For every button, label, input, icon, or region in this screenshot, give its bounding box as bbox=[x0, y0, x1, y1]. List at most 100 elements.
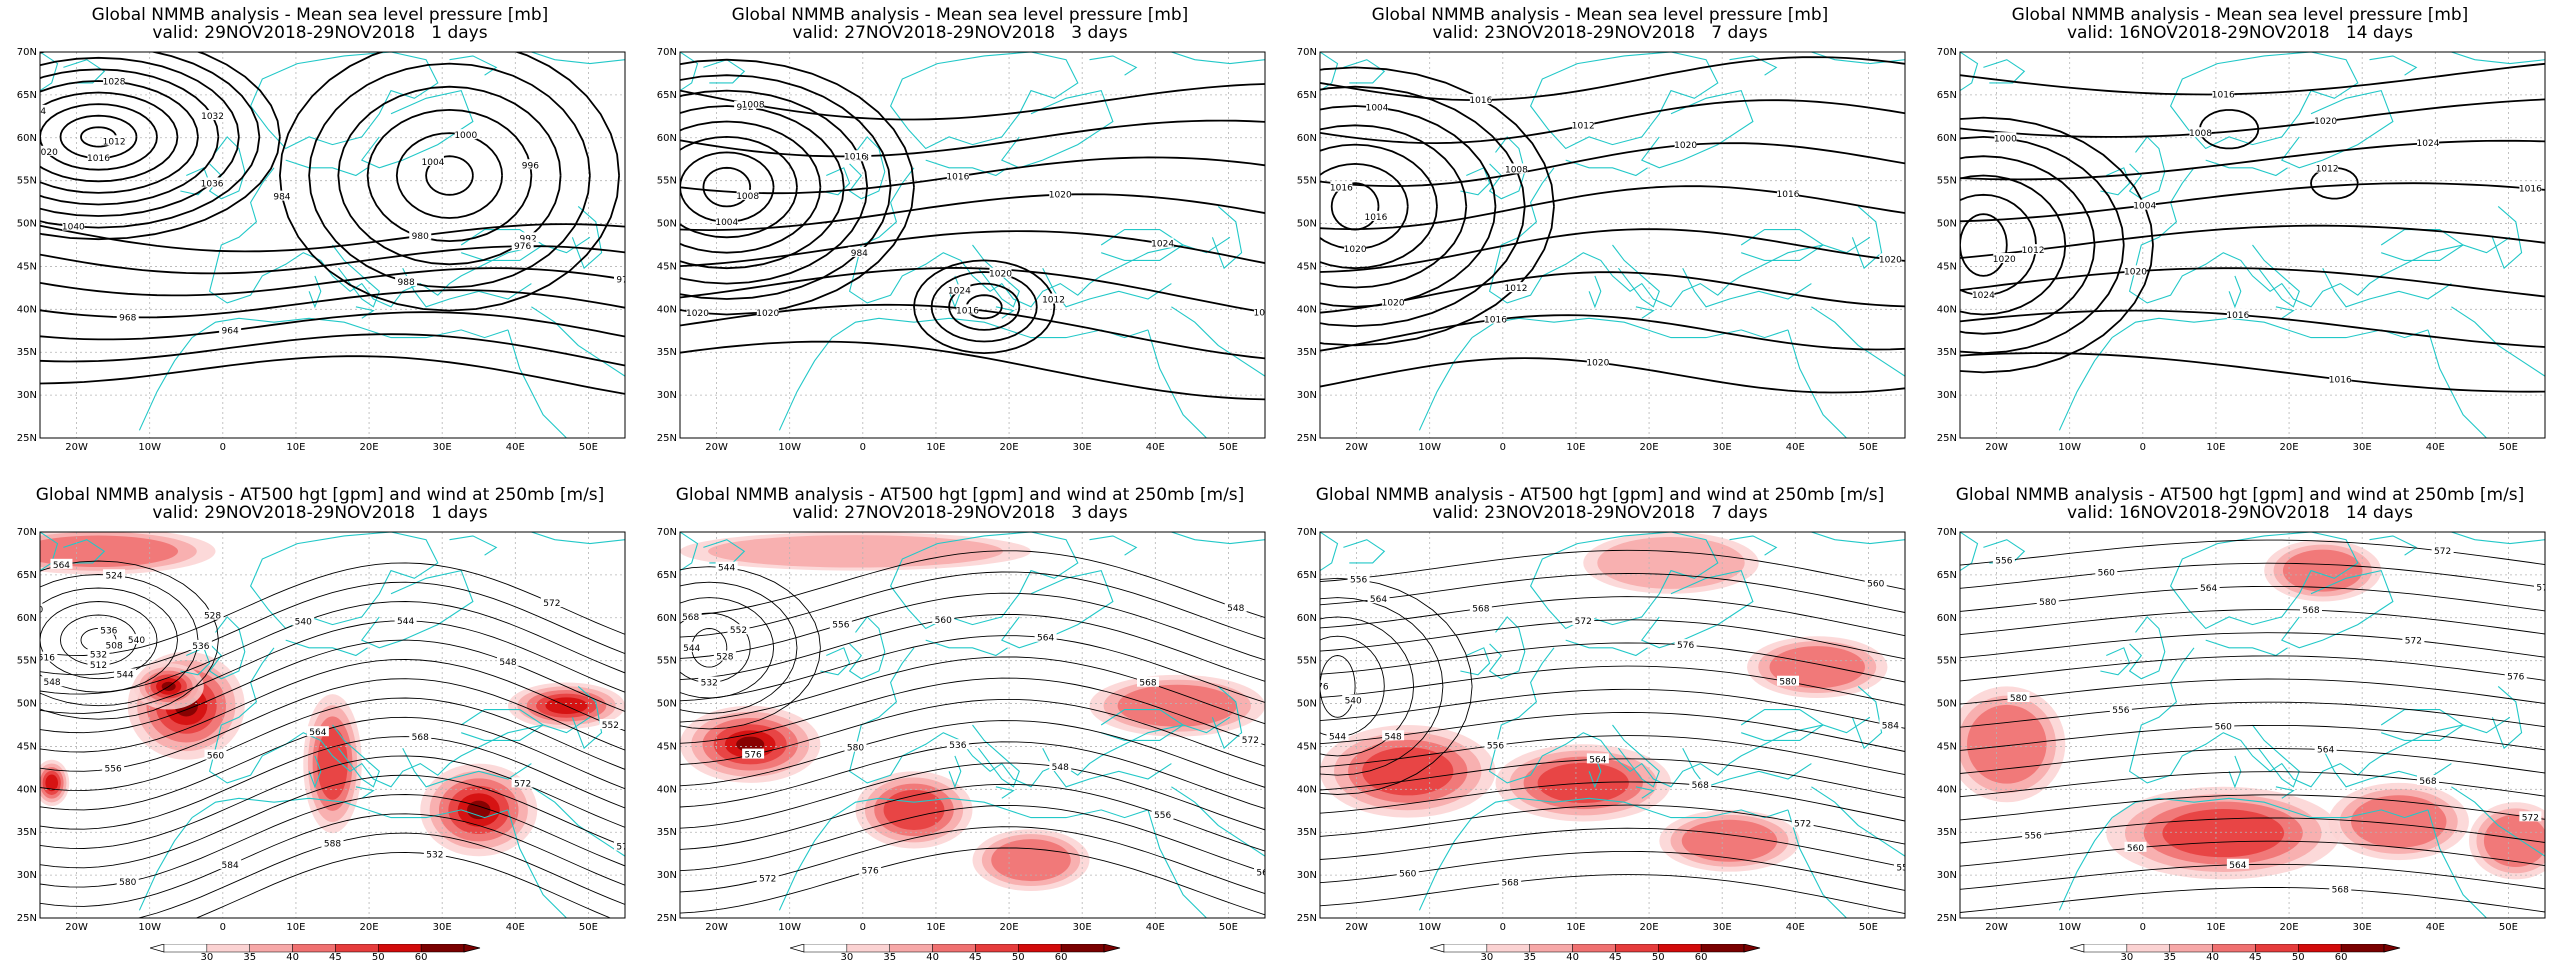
lat-tick-label: 60N bbox=[1937, 613, 1957, 624]
lat-tick-label: 30N bbox=[1937, 870, 1957, 881]
wind-speed-area bbox=[2282, 549, 2363, 592]
contour-label: 572 bbox=[2522, 813, 2539, 823]
contours bbox=[1960, 62, 2545, 393]
colorbar-label: 35 bbox=[1523, 952, 1536, 960]
lat-tick-label: 65N bbox=[1937, 570, 1957, 581]
lat-tick-label: 45N bbox=[1297, 741, 1317, 752]
contour-label: 568 bbox=[1502, 879, 1519, 889]
contour-label: 572 bbox=[543, 599, 560, 609]
lat-tick-label: 40N bbox=[1297, 784, 1317, 795]
contour-label: 536 bbox=[643, 667, 660, 677]
contour-label: 532 bbox=[90, 651, 107, 661]
contour-label: 560 bbox=[207, 752, 224, 762]
lat-tick-label: 35N bbox=[657, 347, 677, 358]
lon-tick-label: 20E bbox=[2280, 442, 2299, 453]
contour-label: 580 bbox=[1779, 678, 1796, 688]
lon-tick-label: 0 bbox=[1500, 922, 1506, 933]
colorbar-swatch bbox=[1572, 944, 1616, 953]
colorbar-label: 50 bbox=[1012, 952, 1025, 960]
contours bbox=[40, 52, 625, 395]
lat-tick-label: 50N bbox=[1297, 219, 1317, 230]
colorbar-swatch bbox=[803, 944, 848, 953]
lat-tick-label: 60N bbox=[657, 613, 677, 624]
colorbar-swatch bbox=[335, 944, 379, 953]
colorbar-swatch bbox=[2126, 944, 2170, 953]
colorbar-label: 60 bbox=[1695, 952, 1708, 960]
lon-tick-label: 10E bbox=[2206, 922, 2225, 933]
lat-tick-label: 50N bbox=[657, 699, 677, 710]
contour-label: 584 bbox=[222, 861, 239, 871]
lon-tick-label: 50E bbox=[2499, 922, 2518, 933]
colorbar-label: 60 bbox=[2335, 952, 2348, 960]
contour-label: 1024 bbox=[23, 107, 46, 117]
lon-tick-label: 50E bbox=[579, 922, 598, 933]
panel-subtitle: valid: 27NOV2018-29NOV2018 3 days bbox=[792, 23, 1128, 43]
colorbar-label: 50 bbox=[2292, 952, 2305, 960]
contour-label: 548 bbox=[1385, 732, 1402, 742]
lat-tick-label: 25N bbox=[1937, 913, 1957, 924]
lat-tick-label: 35N bbox=[657, 827, 677, 838]
lon-tick-label: 20W bbox=[65, 922, 88, 933]
contours bbox=[40, 560, 625, 918]
colorbar-label: 45 bbox=[969, 952, 982, 960]
contour-label: 1012 bbox=[2022, 246, 2045, 256]
lat-tick-label: 40N bbox=[17, 304, 37, 315]
contour-label: 984 bbox=[273, 193, 290, 203]
lat-tick-label: 65N bbox=[17, 570, 37, 581]
contour-label: 560 bbox=[2098, 569, 2115, 579]
contour-label: 528 bbox=[716, 653, 733, 663]
lon-tick-label: 30E bbox=[433, 922, 452, 933]
coastlines bbox=[40, 52, 625, 438]
contour-label: 564 bbox=[2317, 746, 2334, 756]
lon-tick-label: 10W bbox=[1418, 442, 1441, 453]
contour-label: 1016 bbox=[1777, 190, 1800, 200]
lat-tick-label: 55N bbox=[1937, 176, 1957, 187]
contour-label: 1020 bbox=[2124, 267, 2147, 277]
contour-label: 564 bbox=[1589, 755, 1606, 765]
lat-tick-label: 45N bbox=[1297, 261, 1317, 272]
contour-label: 1016 bbox=[1254, 308, 1277, 318]
contour-label: 976 bbox=[514, 242, 531, 252]
lat-tick-label: 45N bbox=[657, 261, 677, 272]
contour-label: 544 bbox=[718, 564, 735, 574]
colorbar-label: 35 bbox=[2163, 952, 2176, 960]
contour-label: 1012 bbox=[1572, 122, 1595, 132]
lon-tick-label: 30E bbox=[1713, 442, 1732, 453]
contour-label: 548 bbox=[1052, 763, 1069, 773]
colorbar-label: 40 bbox=[926, 952, 939, 960]
lon-tick-label: 40E bbox=[506, 922, 525, 933]
contour-label: 536 bbox=[192, 642, 209, 652]
map-panel: Global NMMB analysis - Mean sea level pr… bbox=[0, 0, 640, 480]
colorbar-swatch bbox=[1658, 944, 1702, 953]
lon-tick-label: 10E bbox=[286, 442, 305, 453]
panel-title: Global NMMB analysis - Mean sea level pr… bbox=[2011, 5, 2469, 25]
lat-tick-label: 70N bbox=[1297, 47, 1317, 58]
contour-label: 996 bbox=[642, 145, 659, 155]
contour-label: 556 bbox=[832, 621, 849, 631]
lon-tick-label: 30E bbox=[1073, 442, 1092, 453]
wind-colorbar: 30 35 40 45 50 60 bbox=[790, 944, 1121, 960]
lon-tick-label: 20E bbox=[1000, 922, 1019, 933]
contour-label: 1020 bbox=[756, 309, 779, 319]
map-canvas: 1020102410281028100010041008101210161020… bbox=[1937, 47, 2546, 453]
lat-tick-label: 50N bbox=[1297, 699, 1317, 710]
panel-title: Global NMMB analysis - Mean sea level pr… bbox=[731, 5, 1189, 25]
contour-label: 1012 bbox=[2316, 165, 2339, 175]
contour-label: 1012 bbox=[1042, 296, 1065, 306]
contour-label: 1016 bbox=[2212, 90, 2235, 100]
contour-label: 520 bbox=[26, 605, 43, 615]
lat-tick-label: 55N bbox=[1297, 656, 1317, 667]
lat-tick-label: 60N bbox=[1937, 133, 1957, 144]
lat-tick-label: 55N bbox=[17, 176, 37, 187]
colorbar-swatch bbox=[163, 944, 208, 953]
lon-tick-label: 40E bbox=[1146, 442, 1165, 453]
lat-tick-label: 45N bbox=[17, 741, 37, 752]
contour-label: 1000 bbox=[653, 206, 676, 216]
wind-speed-area bbox=[1681, 819, 1778, 862]
coastlines bbox=[1320, 52, 1905, 438]
wind-speed-area bbox=[1597, 536, 1745, 589]
colorbar-label: 60 bbox=[415, 952, 428, 960]
contour-label: 556 bbox=[1995, 557, 2012, 567]
contour-label: 568 bbox=[1692, 781, 1709, 791]
lat-tick-label: 40N bbox=[657, 784, 677, 795]
